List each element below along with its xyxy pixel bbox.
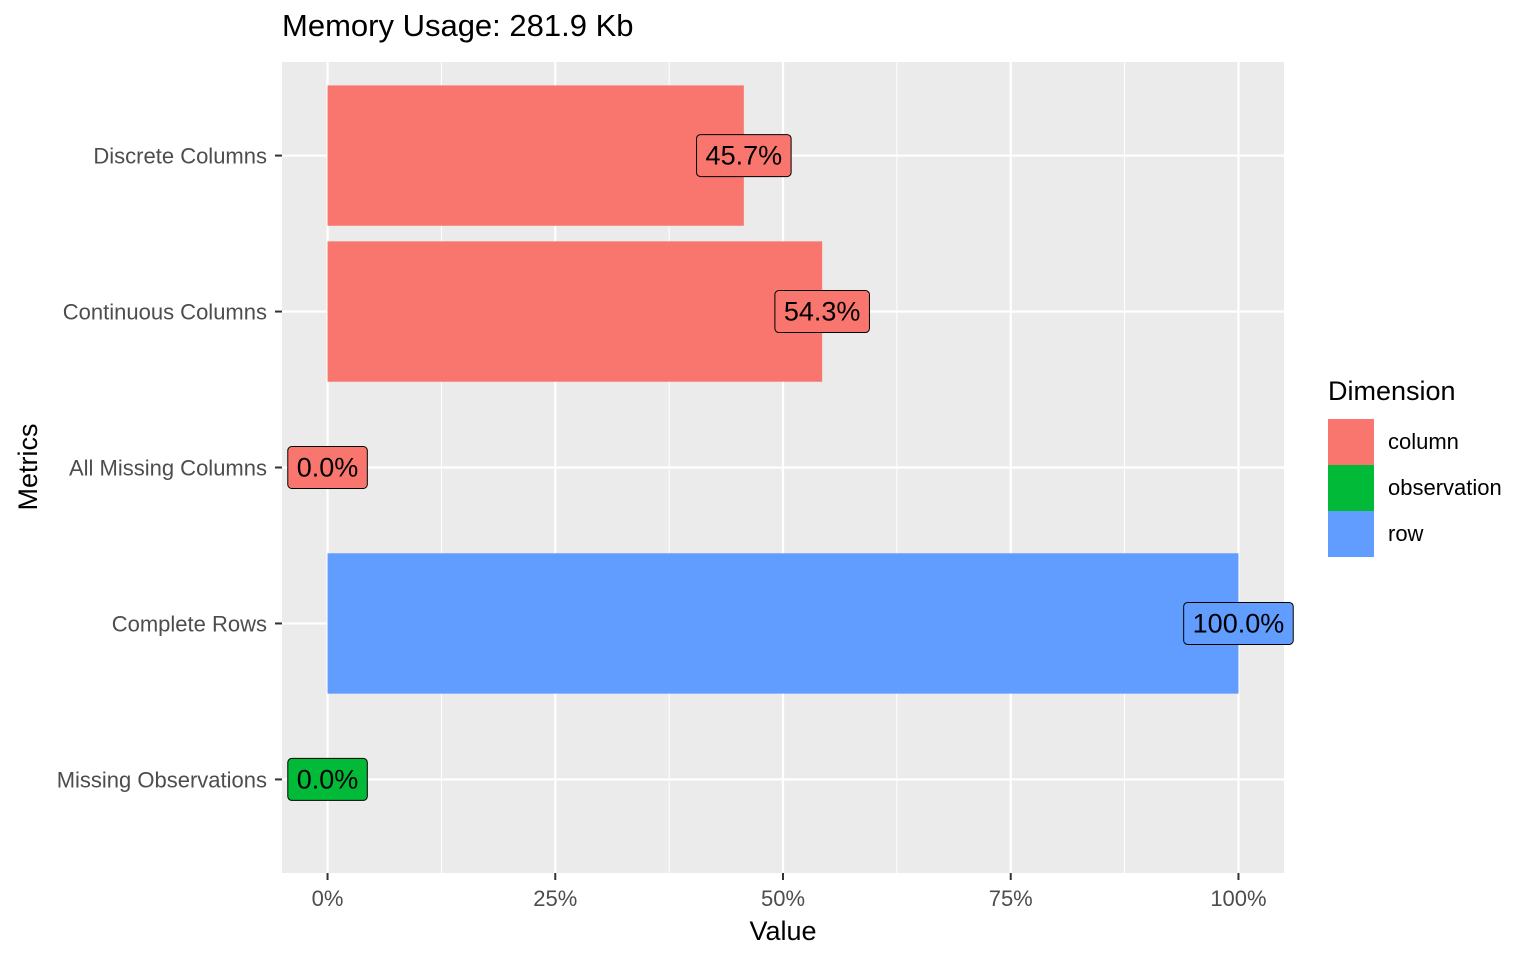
data-label: 54.3% [774, 290, 870, 334]
legend-key [1328, 465, 1374, 511]
y-tick-label: All Missing Columns [69, 456, 267, 481]
bars [327, 85, 1239, 694]
chart-title: Memory Usage: 281.9 Kb [282, 8, 634, 43]
bar [327, 241, 823, 382]
data-label: 100.0% [1183, 601, 1294, 645]
data-labels: 45.7% 54.3% 0.0% 100.0% 0.0% [287, 134, 1294, 801]
legend-items: column observation row [1328, 419, 1502, 557]
data-label: 0.0% [287, 757, 368, 801]
legend-label: observation [1388, 475, 1502, 500]
x-axis-title: Value [749, 916, 816, 946]
legend-item: row [1328, 511, 1502, 557]
x-tick-label: 25% [533, 886, 577, 911]
x-tick-label: 75% [989, 886, 1033, 911]
y-axis-title: Metrics [13, 424, 43, 511]
y-tick-label: Complete Rows [112, 611, 267, 636]
data-label-box [696, 134, 792, 178]
y-tick-label: Continuous Columns [63, 300, 267, 325]
x-tick-label: 0% [312, 886, 344, 911]
legend-key [1328, 511, 1374, 557]
data-label-text: 0.0% [297, 764, 359, 794]
data-label-text: 54.3% [784, 297, 861, 327]
legend-key [1328, 419, 1374, 465]
bar [327, 553, 1239, 694]
legend-item: column [1328, 419, 1502, 465]
x-tick-label: 50% [761, 886, 805, 911]
x-axis: 0% 25% 50% 75% 100% [312, 873, 1267, 911]
y-tick-label: Discrete Columns [93, 144, 267, 169]
x-tick-label: 100% [1210, 886, 1266, 911]
legend-label: column [1388, 429, 1459, 454]
data-label-text: 0.0% [297, 453, 359, 483]
data-label-box [774, 290, 870, 334]
y-axis: Discrete Columns Continuous Columns All Mi… [57, 144, 282, 792]
data-label: 45.7% [696, 134, 792, 178]
data-label-text: 45.7% [706, 141, 783, 171]
legend-title: Dimension [1328, 376, 1456, 406]
data-label-text: 100.0% [1193, 608, 1285, 638]
data-label-box [287, 757, 368, 801]
legend-label: row [1388, 521, 1424, 546]
data-label-box [1183, 601, 1294, 645]
y-tick-label: Missing Observations [57, 767, 267, 792]
bar [327, 85, 744, 226]
legend-item: observation [1328, 465, 1502, 511]
legend: Dimension column observation row [1328, 376, 1502, 557]
data-label: 0.0% [287, 446, 368, 489]
data-label-box [287, 446, 368, 489]
